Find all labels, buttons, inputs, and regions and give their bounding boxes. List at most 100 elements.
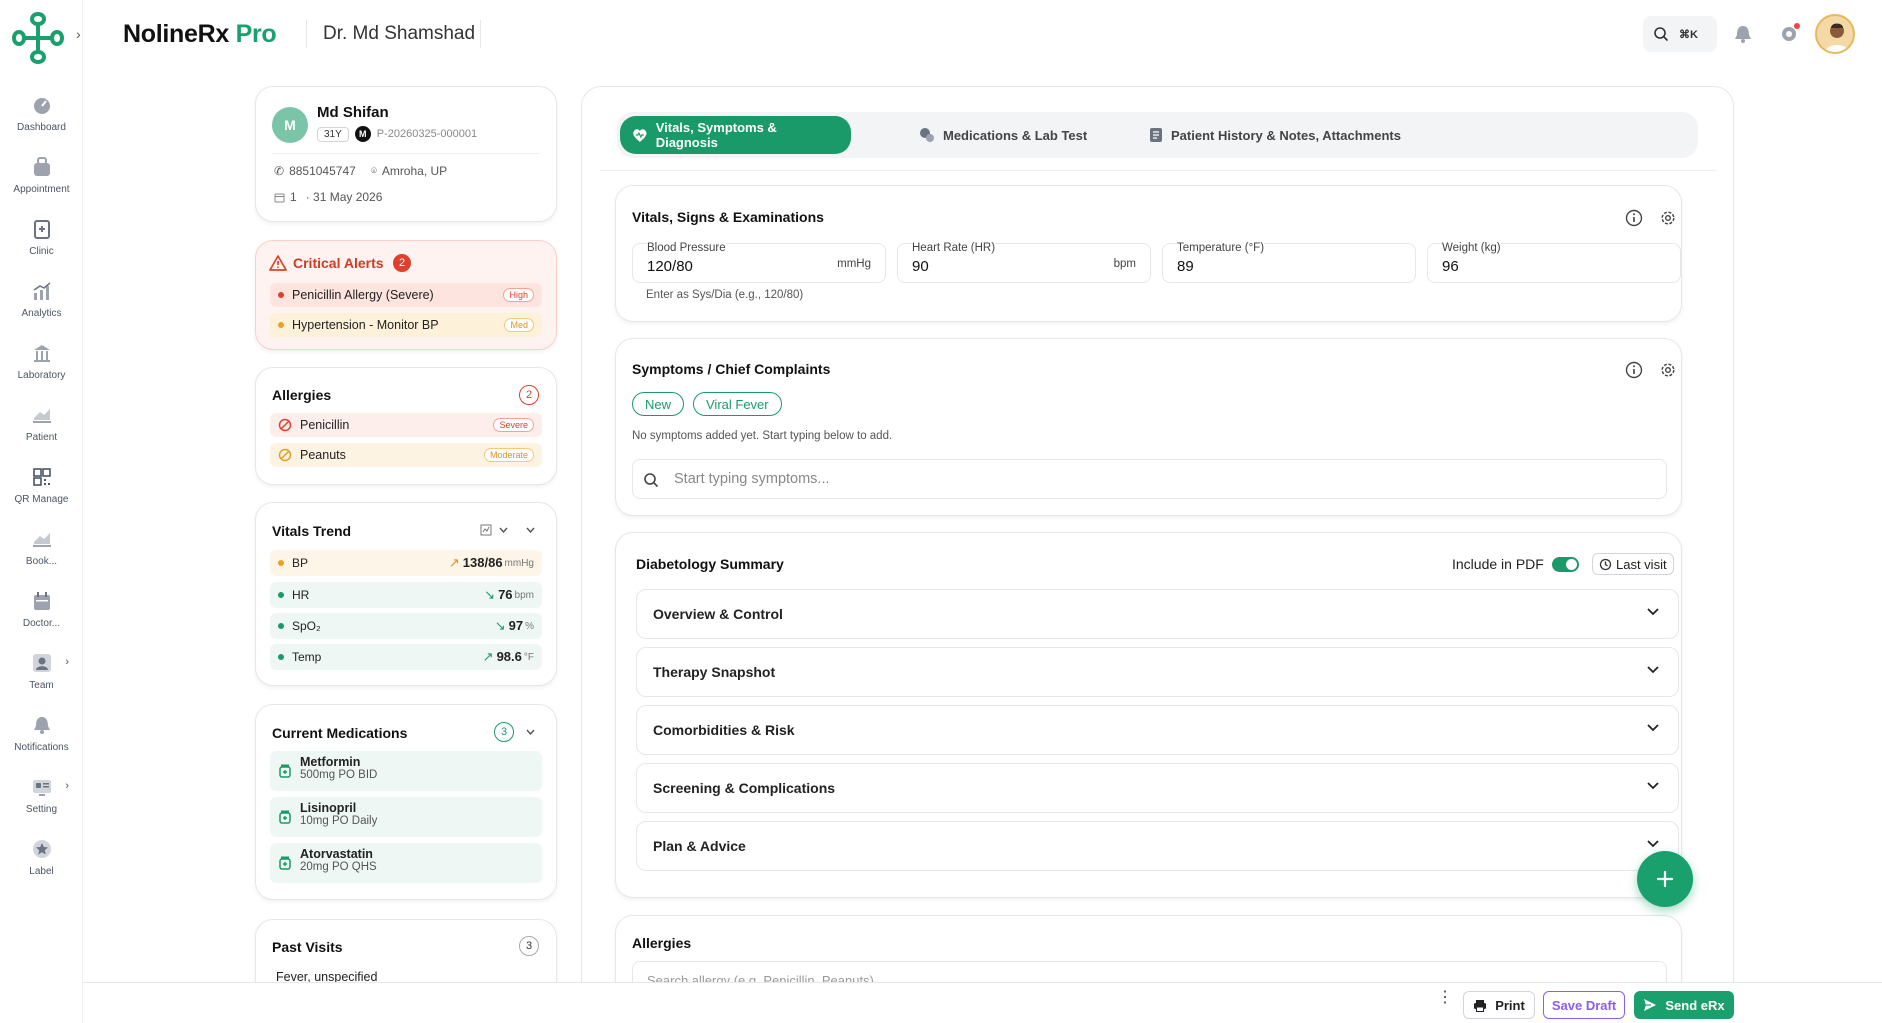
vital-value: 138/86 (462, 555, 503, 570)
sidebar-item-team[interactable]: Team › (0, 650, 83, 712)
symptom-tag[interactable]: New (632, 392, 685, 416)
medication-item[interactable]: Metformin 500mg PO BID (270, 751, 542, 791)
vital-label: Temp (292, 650, 322, 664)
collapse-chevron-icon[interactable] (526, 729, 535, 735)
sidebar-toggle-chevron-icon[interactable]: › (76, 26, 81, 42)
notification-bell-icon[interactable] (1732, 23, 1754, 45)
medications-title: Current Medications (272, 725, 408, 741)
brand-name: NolineRx (123, 20, 229, 48)
search-icon (1654, 27, 1669, 42)
accordion-plan-advice[interactable]: Plan & Advice (636, 821, 1679, 871)
collapse-chevron-icon[interactable] (526, 527, 535, 533)
allergies-card: Allergies 2 Penicillin Severe Peanuts Mo… (255, 367, 557, 485)
sidebar-item-notifications[interactable]: Notifications (0, 712, 83, 774)
tab-label: Patient History & Notes, Attachments (1171, 127, 1401, 143)
document-icon (1150, 128, 1162, 142)
vitals-title: Vitals, Signs & Examinations (632, 209, 824, 225)
sidebar-item-label: Book... (25, 556, 58, 567)
symptom-tag[interactable]: Viral Fever (693, 392, 782, 416)
gear-icon[interactable] (1778, 23, 1800, 45)
sidebar-item-laboratory[interactable]: Laboratory (0, 340, 83, 402)
accordion-label: Overview & Control (653, 606, 783, 622)
chevron-right-icon[interactable]: › (65, 780, 69, 792)
more-options-icon[interactable]: ⋮ (1437, 989, 1453, 1006)
heart-rate-field[interactable]: Heart Rate (HR) 90 bpm (897, 242, 1151, 283)
dashboard-icon (33, 98, 50, 114)
send-erx-label: Send eRx (1665, 997, 1725, 1013)
info-icon[interactable] (1625, 209, 1643, 227)
tab-vitals-symptoms-diagnosis[interactable]: Vitals, Symptoms & Diagnosis (620, 116, 851, 154)
accordion-comorbidities-risk[interactable]: Comorbidities & Risk (636, 705, 1679, 755)
booking-icon (32, 533, 51, 547)
field-label: Blood Pressure (647, 242, 726, 254)
accordion-overview-control[interactable]: Overview & Control (636, 589, 1679, 639)
alert-item[interactable]: Hypertension - Monitor BP Med (270, 313, 542, 337)
include-pdf-toggle[interactable] (1551, 556, 1579, 572)
trend-up-icon: ↗ (448, 555, 460, 570)
symptom-search-input[interactable]: Start typing symptoms... (632, 459, 1667, 499)
patient-phone: 8851045747 (289, 164, 356, 178)
field-unit: bpm (1113, 258, 1136, 270)
sidebar-item-appointment[interactable]: Appointment (0, 154, 83, 216)
tab-patient-history-notes[interactable]: Patient History & Notes, Attachments (1137, 116, 1413, 154)
past-visit-item[interactable]: Fever, unspecified (276, 970, 378, 984)
global-search-button[interactable]: ⌘K (1643, 16, 1717, 52)
sidebar-item-booking[interactable]: Book... (0, 526, 83, 588)
plus-icon (1656, 870, 1674, 888)
alert-item[interactable]: Penicillin Allergy (Severe) High (270, 283, 542, 307)
chart-icon[interactable] (480, 524, 492, 536)
send-erx-button[interactable]: Send eRx (1634, 991, 1734, 1019)
vital-trend-row[interactable]: BP ↗ 138/86 mmHg (270, 550, 542, 576)
search-icon (644, 473, 659, 488)
sidebar-item-clinic[interactable]: Clinic (0, 216, 83, 278)
print-button[interactable]: Print (1463, 991, 1535, 1019)
sidebar-item-label: Clinic (29, 246, 54, 257)
sidebar-item-analytics[interactable]: Analytics (0, 278, 83, 340)
blood-pressure-field[interactable]: Blood Pressure 120/80 mmHg (632, 242, 886, 283)
alert-text: Hypertension - Monitor BP (292, 318, 439, 332)
tab-medications-lab-test[interactable]: Medications & Lab Test (907, 116, 1099, 154)
sidebar-item-patient[interactable]: Patient (0, 402, 83, 464)
chevron-right-icon[interactable]: › (65, 656, 69, 668)
warning-icon (269, 255, 287, 271)
medication-item[interactable]: Lisinopril 10mg PO Daily (270, 797, 542, 837)
send-icon (1644, 999, 1657, 1011)
save-draft-button[interactable]: Save Draft (1543, 991, 1625, 1019)
vital-trend-row[interactable]: HR ↘ 76 bpm (270, 582, 542, 608)
visit-date: · 31 May 2026 (305, 190, 383, 204)
info-icon[interactable] (1625, 361, 1643, 379)
allergy-item[interactable]: Penicillin Severe (270, 413, 542, 437)
accordion-screening-complications[interactable]: Screening & Complications (636, 763, 1679, 813)
visit-count: 1 (290, 190, 297, 204)
last-visit-button[interactable]: Last visit (1592, 553, 1674, 575)
add-button[interactable] (1637, 851, 1693, 907)
field-label: Weight (kg) (1442, 242, 1501, 254)
medication-dose: 500mg PO BID (300, 769, 378, 781)
app-logo[interactable] (10, 10, 66, 66)
symptoms-section: Symptoms / Chief Complaints New Viral Fe… (615, 338, 1682, 516)
sidebar-item-dashboard[interactable]: Dashboard (0, 92, 83, 154)
avatar[interactable] (1815, 14, 1855, 54)
past-visits-title: Past Visits (272, 939, 343, 955)
sidebar-item-label-nav[interactable]: Label (0, 836, 83, 898)
allergy-item[interactable]: Peanuts Moderate (270, 443, 542, 467)
gear-icon[interactable] (1659, 361, 1677, 379)
severity-badge: Med (504, 318, 534, 332)
vital-trend-row[interactable]: Temp ↗ 98.6 °F (270, 644, 542, 670)
bp-hint: Enter as Sys/Dia (e.g., 120/80) (646, 289, 804, 301)
chevron-down-icon[interactable] (499, 527, 508, 533)
weight-field[interactable]: Weight (kg) 96 (1427, 242, 1681, 283)
vital-trend-row[interactable]: SpO₂ ↘ 97% (270, 613, 542, 639)
temperature-field[interactable]: Temperature (°F) 89 (1162, 242, 1416, 283)
allergies-count: 2 (519, 385, 539, 405)
critical-alerts-count: 2 (393, 254, 411, 272)
accordion-therapy-snapshot[interactable]: Therapy Snapshot (636, 647, 1679, 697)
clinic-icon (33, 220, 50, 239)
severity-badge: Severe (493, 418, 534, 432)
gear-icon[interactable] (1659, 209, 1677, 227)
sidebar-item-doctor[interactable]: Doctor... (0, 588, 83, 650)
sidebar-item-setting[interactable]: Setting › (0, 774, 83, 836)
sidebar-item-qr-manage[interactable]: QR Manage (0, 464, 83, 526)
medication-item[interactable]: Atorvastatin 20mg PO QHS (270, 843, 542, 883)
action-bar: ⋮ Print Save Draft Send eRx (83, 982, 1882, 1023)
